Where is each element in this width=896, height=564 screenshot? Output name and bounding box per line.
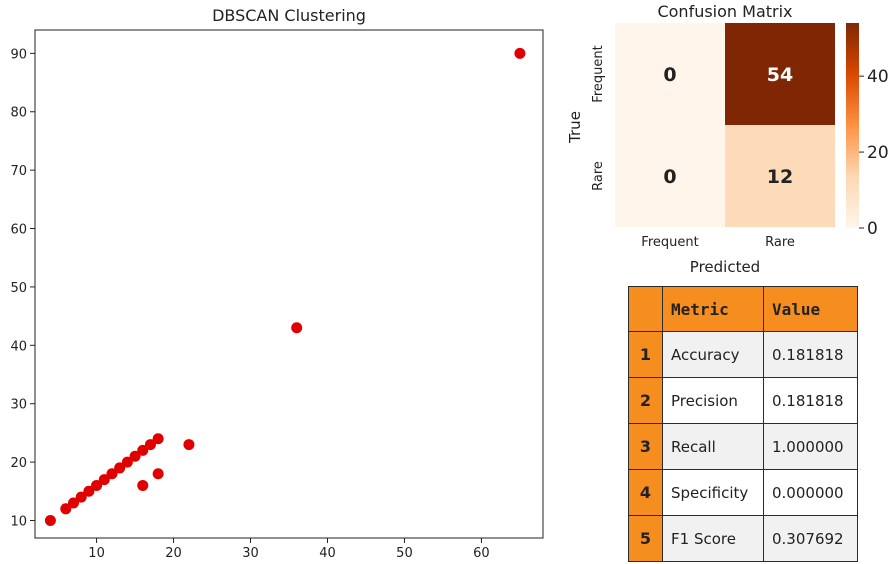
y-tick-label: 50	[10, 281, 27, 296]
metrics-header-value: Value	[763, 286, 858, 332]
table-row: 4 Specificity 0.000000	[628, 469, 858, 516]
confusion-matrix-x-labels: Frequent Rare	[641, 235, 795, 250]
scatter-point	[98, 474, 110, 486]
colorbar-tick-label: 40	[867, 67, 889, 87]
y-tick-label: 90	[10, 47, 27, 62]
y-tick-label: 80	[10, 106, 27, 121]
scatter-x-axis: 10 20 30 40 50 60	[88, 538, 490, 561]
y-tick-label: 20	[10, 456, 27, 471]
x-tick-label: 60	[473, 546, 490, 561]
scatter-point	[152, 468, 164, 480]
scatter-point	[83, 485, 95, 497]
scatter-point	[106, 468, 118, 480]
scatter-point	[60, 503, 72, 515]
y-tick-label: 30	[10, 398, 27, 413]
confusion-matrix-cells: 0 54 0 12	[615, 23, 835, 227]
row-index: 1	[628, 331, 663, 378]
scatter-y-axis: 10 20 30 40 50 60 70 80 90	[10, 47, 35, 529]
scatter-point	[129, 450, 141, 462]
scatter-point	[137, 479, 149, 491]
y-category-label: Frequent	[591, 45, 606, 102]
row-index: 2	[628, 377, 663, 424]
scatter-point	[291, 322, 303, 334]
row-index: 5	[628, 515, 663, 562]
y-category-label: Rare	[591, 161, 606, 191]
row-index: 4	[628, 469, 663, 516]
scatter-points	[44, 47, 526, 526]
x-tick-label: 20	[165, 546, 182, 561]
scatter-point	[91, 479, 103, 491]
confusion-matrix-chart: Confusion Matrix 0 54 0 12 Frequent Rare Fre…	[566, 2, 889, 276]
scatter-plot-frame	[34, 29, 544, 539]
scatter-point	[44, 514, 56, 526]
x-category-label: Rare	[765, 235, 795, 250]
scatter-point	[137, 444, 149, 456]
confusion-matrix-ylabel: True	[566, 111, 584, 144]
x-tick-label: 40	[319, 546, 336, 561]
colorbar	[846, 23, 859, 228]
metric-name: F1 Score	[662, 515, 764, 562]
scatter-point	[152, 433, 164, 445]
y-tick-label: 70	[10, 164, 27, 179]
metric-name: Specificity	[662, 469, 764, 516]
table-row: 5 F1 Score 0.307692	[628, 515, 858, 562]
metrics-table: Metric Value 1 Accuracy 0.181818 2 Preci…	[628, 286, 858, 562]
colorbar-tick-label: 20	[867, 143, 889, 163]
confusion-matrix-title: Confusion Matrix	[657, 2, 792, 21]
x-tick-label: 30	[242, 546, 259, 561]
table-row: 1 Accuracy 0.181818	[628, 331, 858, 378]
metric-name: Recall	[662, 423, 764, 470]
metric-value: 0.000000	[763, 469, 858, 516]
scatter-point	[121, 456, 133, 468]
cell-value: 0	[663, 64, 676, 86]
dbscan-scatter-chart: DBSCAN Clustering 10 20 30 40 50 60 10 20 30 40 5…	[10, 6, 544, 561]
metric-value: 0.181818	[763, 377, 858, 424]
metrics-index-header	[628, 286, 663, 332]
x-tick-label: 10	[88, 546, 105, 561]
cell-value: 0	[663, 166, 676, 188]
confusion-matrix-y-labels: Frequent Rare	[591, 45, 606, 191]
metric-value: 0.307692	[763, 515, 858, 562]
metric-name: Precision	[662, 377, 764, 424]
scatter-point	[144, 439, 156, 451]
cell-value: 12	[767, 166, 793, 188]
confusion-matrix-xlabel: Predicted	[690, 258, 760, 276]
metrics-header-metric: Metric	[662, 286, 764, 332]
table-row: 2 Precision 0.181818	[628, 377, 858, 424]
heatmap-cell	[725, 125, 835, 227]
y-tick-label: 10	[10, 514, 27, 529]
x-category-label: Frequent	[641, 235, 698, 250]
y-tick-label: 60	[10, 223, 27, 238]
metric-value: 0.181818	[763, 331, 858, 378]
heatmap-cell	[725, 23, 835, 125]
scatter-point	[114, 462, 126, 474]
scatter-point	[75, 491, 87, 503]
x-tick-label: 50	[396, 546, 413, 561]
heatmap-cell	[615, 23, 725, 125]
scatter-point	[514, 47, 526, 59]
scatter-point	[67, 497, 79, 509]
metric-name: Accuracy	[662, 331, 764, 378]
table-row: 3 Recall 1.000000	[628, 423, 858, 470]
row-index: 3	[628, 423, 663, 470]
colorbar-ticks: 0 20 40	[859, 67, 889, 239]
y-tick-label: 40	[10, 339, 27, 354]
scatter-point	[183, 439, 195, 451]
colorbar-tick-label: 0	[867, 219, 878, 239]
metric-value: 1.000000	[763, 423, 858, 470]
cell-value: 54	[767, 64, 793, 86]
heatmap-cell	[615, 125, 725, 227]
scatter-title: DBSCAN Clustering	[212, 6, 366, 25]
